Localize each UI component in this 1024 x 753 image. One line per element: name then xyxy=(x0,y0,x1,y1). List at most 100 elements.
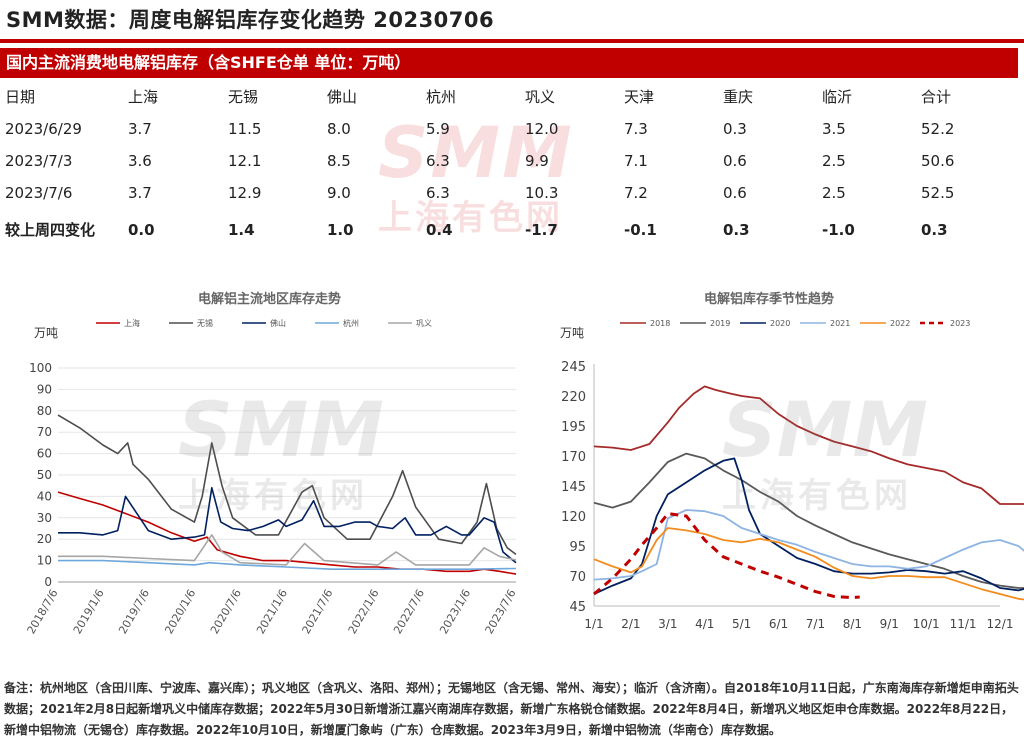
legend-label: 无锡 xyxy=(197,319,213,328)
table-cell: 10.3 xyxy=(525,184,559,202)
table-cell: 3.7 xyxy=(128,184,152,202)
col-total: 合计 xyxy=(921,88,952,106)
series-line-巩义 xyxy=(58,534,517,566)
x-tick-label: 2023/1/6 xyxy=(437,587,473,636)
y-tick-label: 20 xyxy=(37,532,52,546)
table-cell: 52.5 xyxy=(921,184,955,202)
x-tick-label: 1/1 xyxy=(584,617,603,631)
change-cell: 1.4 xyxy=(228,221,255,239)
table-cell: 3.6 xyxy=(128,152,152,170)
table-cell: 0.6 xyxy=(723,152,747,170)
change-label: 较上周四变化 xyxy=(5,221,96,239)
legend-label: 杭州 xyxy=(343,318,359,328)
x-tick-label: 6/1 xyxy=(769,617,788,631)
y-tick-label: 10 xyxy=(37,554,52,568)
legend-label: 巩义 xyxy=(416,319,432,328)
table-cell: 2023/7/6 xyxy=(5,184,73,202)
table-cell: 2023/6/29 xyxy=(5,120,82,138)
table-row: 2023/7/3 3.6 12.1 8.5 6.3 9.9 7.1 0.6 2.… xyxy=(0,146,1024,176)
table-cell: 7.3 xyxy=(624,120,648,138)
col-hangzhou: 杭州 xyxy=(426,88,457,106)
x-tick-label: 8/1 xyxy=(843,617,862,631)
y-tick-label: 145 xyxy=(561,480,586,495)
table-row: 2023/7/6 3.7 12.9 9.0 6.3 10.3 7.2 0.6 2… xyxy=(0,178,1024,208)
change-cell: 1.0 xyxy=(327,221,354,239)
col-wuxi: 无锡 xyxy=(228,88,259,106)
series-line-2021 xyxy=(593,509,1024,581)
x-tick-label: 5/1 xyxy=(732,617,751,631)
table-cell: 8.0 xyxy=(327,120,351,138)
change-cell: -1.0 xyxy=(822,221,855,239)
chart1-title: 电解铝主流地区库存走势 xyxy=(198,292,342,307)
change-cell: 0.3 xyxy=(723,221,750,239)
y-tick-label: 60 xyxy=(37,447,52,461)
series-line-2022 xyxy=(593,527,1024,601)
legend-label: 2022 xyxy=(890,319,910,328)
series-line-2019 xyxy=(593,452,1024,589)
x-tick-label: 4/1 xyxy=(695,617,714,631)
x-tick-label: 2022/1/6 xyxy=(346,587,382,636)
series-line-无锡 xyxy=(57,414,517,556)
legend-label: 2018 xyxy=(650,319,670,328)
table-cell: 52.2 xyxy=(921,120,955,138)
legend-label: 上海 xyxy=(124,318,140,328)
table-cell: 2.5 xyxy=(822,184,846,202)
chart2-title: 电解铝库存季节性趋势 xyxy=(704,292,835,307)
col-shanghai: 上海 xyxy=(128,88,159,106)
footnote: 备注：杭州地区（含田川库、宁波库、嘉兴库）；巩义地区（含巩义、洛阳、郑州）；无锡… xyxy=(4,681,1019,737)
y-tick-label: 0 xyxy=(44,575,52,589)
table-cell: 7.1 xyxy=(624,152,648,170)
x-tick-label: 2023/7/6 xyxy=(483,587,519,636)
x-tick-label: 2021/1/6 xyxy=(254,587,290,636)
col-chongqing: 重庆 xyxy=(723,88,754,106)
table-cell: 5.9 xyxy=(426,120,450,138)
col-date: 日期 xyxy=(5,88,36,106)
change-row: 较上周四变化 0.0 1.4 1.0 0.4 -1.7 -0.1 0.3 -1.… xyxy=(0,215,1024,245)
legend-label: 2023 xyxy=(950,319,970,328)
col-linyi: 临沂 xyxy=(822,88,853,106)
table-cell: 50.6 xyxy=(921,152,955,170)
col-gongyi: 巩义 xyxy=(525,88,556,106)
y-tick-label: 120 xyxy=(561,510,586,525)
x-tick-label: 2018/7/6 xyxy=(25,587,61,636)
table-cell: 9.0 xyxy=(327,184,351,202)
x-tick-label: 2021/7/6 xyxy=(300,587,336,636)
x-tick-label: 2019/7/6 xyxy=(116,587,152,636)
series-line-杭州 xyxy=(58,559,517,571)
legend-label: 2020 xyxy=(770,319,790,328)
table-cell: 3.7 xyxy=(128,120,152,138)
page-title: SMM数据：周度电解铝库存变化趋势 20230706 xyxy=(6,8,495,32)
change-cell: -1.7 xyxy=(525,221,558,239)
title-underline xyxy=(0,39,1024,43)
table-cell: 6.3 xyxy=(426,152,450,170)
table-row: 2023/6/29 3.7 11.5 8.0 5.9 12.0 7.3 0.3 … xyxy=(0,114,1024,144)
y-tick-label: 245 xyxy=(561,360,586,375)
series-line-佛山 xyxy=(58,487,517,564)
table-cell: 9.9 xyxy=(525,152,549,170)
y-tick-label: 50 xyxy=(37,468,52,482)
x-tick-label: 12/1 xyxy=(987,617,1014,631)
chart-regional-inventory: 万吨 上海 无锡 佛山 杭州 巩义 0 10 20 30 40 50 60 70 80 90 100 2018/7… xyxy=(25,318,519,636)
x-tick-label: 10/1 xyxy=(913,617,940,631)
table-cell: 2.5 xyxy=(822,152,846,170)
x-tick-label: 2022/7/6 xyxy=(391,587,427,636)
col-foshan: 佛山 xyxy=(327,88,358,106)
x-tick-label: 11/1 xyxy=(950,617,977,631)
legend-label: 佛山 xyxy=(270,318,286,328)
y-tick-label: 70 xyxy=(569,570,586,585)
series-line-2018 xyxy=(593,385,1024,505)
table-banner: 国内主流消费地电解铝库存（含SHFE仓单 单位：万吨） xyxy=(0,48,1018,78)
table-cell: 8.5 xyxy=(327,152,351,170)
x-tick-label: 7/1 xyxy=(806,617,825,631)
x-tick-label: 2/1 xyxy=(621,617,640,631)
y-tick-label: 95 xyxy=(569,540,586,555)
change-cell: 0.3 xyxy=(921,221,948,239)
table-header-row: 日期 上海 无锡 佛山 杭州 巩义 天津 重庆 临沂 合计 xyxy=(0,82,1024,112)
x-tick-label: 2020/1/6 xyxy=(162,587,198,636)
legend-label: 2019 xyxy=(710,319,730,328)
table-cell: 12.9 xyxy=(228,184,262,202)
y-axis-label: 万吨 xyxy=(34,326,58,340)
y-tick-label: 170 xyxy=(561,450,586,465)
y-tick-label: 90 xyxy=(37,382,52,396)
x-tick-label: 3/1 xyxy=(658,617,677,631)
